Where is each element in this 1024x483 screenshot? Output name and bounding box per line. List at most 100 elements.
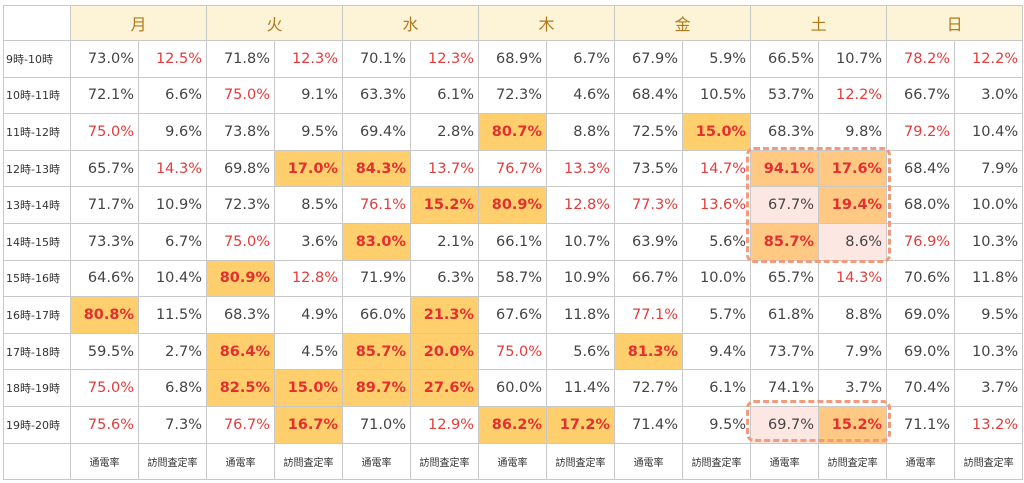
connection-rate-cell: 77.3%: [614, 186, 684, 224]
connection-rate-cell: 66.5%: [750, 40, 820, 78]
connection-rate-cell: 78.2%: [886, 40, 956, 78]
visit-assessment-rate-cell: 3.7%: [818, 369, 888, 407]
table-row: 11時-12時 75.0% 9.6% 73.8% 9.5% 69.4% 2.8% 80.7% 8…: [3, 113, 1024, 151]
connection-rate-cell: 60.0%: [478, 369, 548, 407]
corner-cell: [3, 5, 71, 41]
visit-assessment-rate-cell: 11.8%: [954, 259, 1024, 298]
visit-assessment-rate-cell: 6.7%: [546, 40, 616, 78]
visit-assessment-rate-cell: 13.7%: [410, 149, 480, 188]
connection-rate-cell: 83.0%: [342, 222, 412, 261]
day-header: 木: [478, 5, 616, 41]
table-row: 10時-11時 72.1% 6.6% 75.0% 9.1% 63.3% 6.1% 72.3% 4…: [3, 76, 1024, 115]
visit-assessment-rate-cell: 9.5%: [274, 113, 344, 151]
connection-rate-cell: 75.0%: [478, 332, 548, 371]
connection-rate-cell: 75.0%: [70, 369, 139, 407]
visit-assessment-rate-cell: 10.3%: [954, 332, 1024, 371]
visit-assessment-rate-cell: 12.5%: [137, 40, 208, 78]
table-row: 14時-15時 73.3% 6.7% 75.0% 3.6% 83.0% 2.1% 66.1% 1…: [3, 222, 1024, 261]
time-slot-label: 14時-15時: [3, 222, 71, 261]
visit-assessment-rate-cell: 17.0%: [274, 149, 344, 188]
visit-assessment-rate-label: 訪問査定率: [954, 442, 1024, 480]
connection-rate-cell: 74.1%: [750, 369, 820, 407]
connection-rate-label: 通電率: [342, 442, 412, 480]
table-row: 19時-20時 75.6% 7.3% 76.7% 16.7% 71.0% 12.9% 86.2…: [3, 405, 1024, 444]
table-row: 15時-16時 64.6% 10.4% 80.9% 12.8% 71.9% 6.3% 58.7…: [3, 259, 1024, 298]
visit-assessment-rate-cell: 5.6%: [682, 222, 752, 261]
connection-rate-label: 通電率: [750, 442, 820, 480]
visit-assessment-rate-cell: 10.9%: [546, 259, 616, 298]
connection-rate-cell: 79.2%: [886, 113, 956, 151]
connection-rate-cell: 71.8%: [206, 40, 276, 78]
visit-assessment-rate-cell: 6.7%: [137, 222, 208, 261]
visit-assessment-rate-cell: 14.3%: [137, 149, 208, 188]
table-row: 18時-19時 75.0% 6.8% 82.5% 15.0% 89.7% 27.6% 60.0…: [3, 369, 1024, 407]
connection-rate-cell: 76.7%: [478, 149, 548, 188]
table-row: 12時-13時 65.7% 14.3% 69.8% 17.0% 84.3% 13.7% 76.…: [3, 149, 1024, 188]
connection-rate-cell: 67.9%: [614, 40, 684, 78]
connection-rate-cell: 73.3%: [70, 222, 139, 261]
visit-assessment-rate-label: 訪問査定率: [137, 442, 208, 480]
connection-rate-cell: 75.0%: [70, 113, 139, 151]
connection-rate-cell: 85.7%: [342, 332, 412, 371]
connection-rate-cell: 63.9%: [614, 222, 684, 261]
visit-assessment-rate-cell: 12.8%: [546, 186, 616, 224]
connection-rate-cell: 81.3%: [614, 332, 684, 371]
visit-assessment-rate-cell: 9.1%: [274, 76, 344, 115]
connection-rate-cell: 68.4%: [614, 76, 684, 115]
connection-rate-cell: 70.6%: [886, 259, 956, 298]
connection-rate-label: 通電率: [206, 442, 276, 480]
visit-assessment-rate-label: 訪問査定率: [818, 442, 888, 480]
visit-assessment-rate-cell: 4.6%: [546, 76, 616, 115]
visit-assessment-rate-cell: 11.8%: [546, 296, 616, 334]
visit-assessment-rate-cell: 10.0%: [954, 186, 1024, 224]
visit-assessment-rate-cell: 7.9%: [818, 332, 888, 371]
visit-assessment-rate-cell: 11.4%: [546, 369, 616, 407]
visit-assessment-rate-label: 訪問査定率: [410, 442, 480, 480]
connection-rate-label: 通電率: [614, 442, 684, 480]
connection-rate-cell: 86.2%: [478, 405, 548, 444]
connection-rate-cell: 66.7%: [614, 259, 684, 298]
visit-assessment-rate-cell: 15.2%: [410, 186, 480, 224]
visit-assessment-rate-cell: 15.2%: [818, 405, 888, 444]
visit-assessment-rate-cell: 2.8%: [410, 113, 480, 151]
visit-assessment-rate-cell: 3.6%: [274, 222, 344, 261]
visit-assessment-rate-cell: 9.6%: [137, 113, 208, 151]
day-header: 月: [69, 5, 208, 41]
visit-assessment-rate-cell: 17.2%: [546, 405, 616, 444]
connection-rate-label: 通電率: [478, 442, 548, 480]
connection-rate-cell: 72.7%: [614, 369, 684, 407]
connection-rate-cell: 80.8%: [70, 296, 139, 334]
connection-rate-cell: 68.3%: [206, 296, 276, 334]
visit-assessment-rate-cell: 17.6%: [818, 149, 888, 188]
visit-assessment-rate-cell: 6.1%: [682, 369, 752, 407]
time-slot-label: 10時-11時: [3, 76, 71, 115]
visit-assessment-rate-cell: 10.4%: [954, 113, 1024, 151]
day-header-row: 月火水木金土日: [3, 5, 1024, 41]
connection-rate-cell: 67.6%: [478, 296, 548, 334]
visit-assessment-rate-cell: 9.5%: [682, 405, 752, 444]
table-row: 9時-10時 73.0% 12.5% 71.8% 12.3% 70.1% 12.3% 68.9…: [3, 40, 1024, 78]
connection-rate-cell: 61.8%: [750, 296, 820, 334]
table-row: 16時-17時 80.8% 11.5% 68.3% 4.9% 66.0% 21.3% 67.6…: [3, 296, 1024, 334]
visit-assessment-rate-cell: 10.4%: [137, 259, 208, 298]
metric-label-row: 通電率 訪問査定率 通電率 訪問査定率 通電率 訪問査定率 通電率 訪問査定率 通電率 訪問査定率…: [3, 442, 1024, 480]
visit-assessment-rate-cell: 6.6%: [137, 76, 208, 115]
visit-assessment-rate-cell: 7.9%: [954, 149, 1024, 188]
connection-rate-cell: 69.8%: [206, 149, 276, 188]
visit-assessment-rate-cell: 10.3%: [954, 222, 1024, 261]
table-row: 13時-14時 71.7% 10.9% 72.3% 8.5% 76.1% 15.2% 80.9…: [3, 186, 1024, 224]
visit-assessment-rate-cell: 12.3%: [410, 40, 480, 78]
connection-rate-cell: 73.0%: [70, 40, 139, 78]
visit-assessment-rate-cell: 16.7%: [274, 405, 344, 444]
visit-assessment-rate-cell: 12.2%: [818, 76, 888, 115]
visit-assessment-rate-cell: 12.8%: [274, 259, 344, 298]
time-slot-label: 18時-19時: [3, 369, 71, 407]
connection-rate-cell: 68.4%: [886, 149, 956, 188]
day-header: 日: [886, 5, 1024, 41]
connection-rate-cell: 69.7%: [750, 405, 820, 444]
connection-rate-cell: 68.9%: [478, 40, 548, 78]
visit-assessment-rate-cell: 10.7%: [546, 222, 616, 261]
visit-assessment-rate-cell: 10.7%: [818, 40, 888, 78]
connection-rate-cell: 86.4%: [206, 332, 276, 371]
